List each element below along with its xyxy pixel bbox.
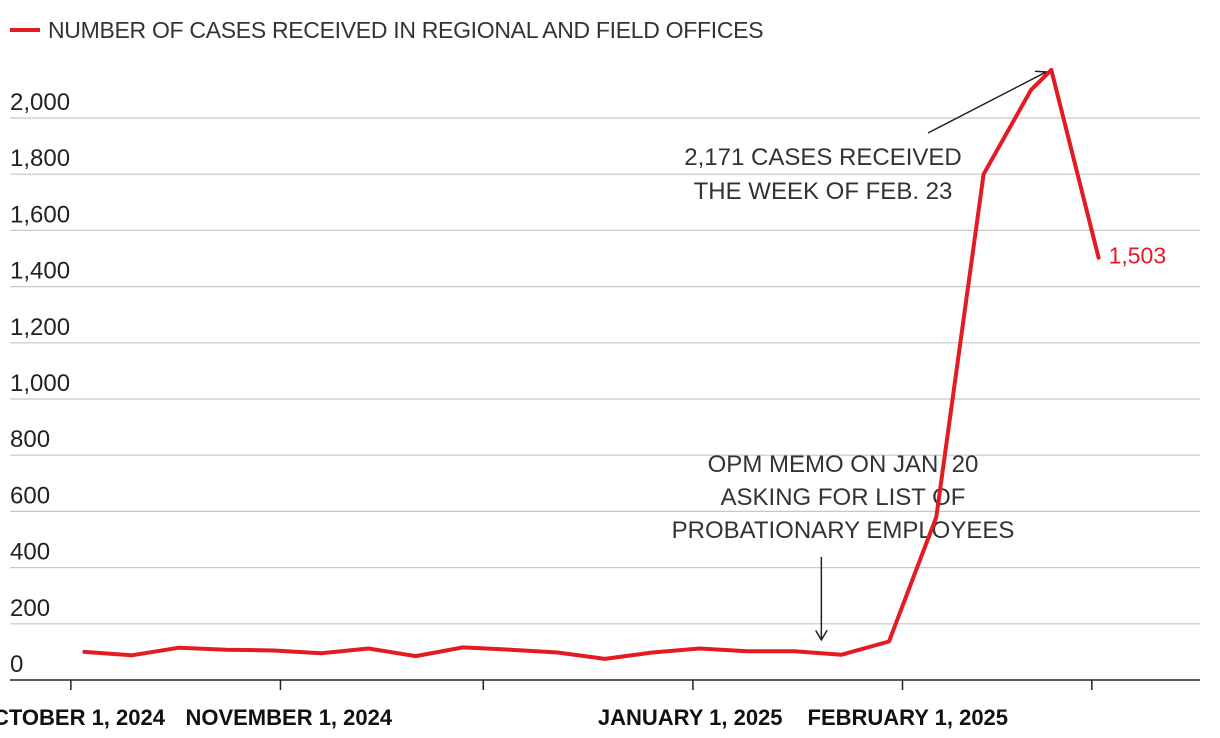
y-tick-label: 400: [10, 539, 50, 566]
x-axis-ticks: OCTOBER 1, 2024 NOVEMBER 1, 2024 JANUARY 1…: [0, 680, 1093, 730]
y-tick-label: 1,200: [10, 314, 70, 341]
peak-annotation-text: 2,171 CASES RECEIVED: [684, 144, 961, 171]
y-tick-label: 1,800: [10, 145, 70, 172]
series-line: [82, 67, 1101, 661]
x-tick-label: FEBRUARY 1, 2025: [808, 705, 1009, 730]
y-tick-label: 1,600: [10, 201, 70, 228]
x-tick-label: JANUARY 1, 2025: [598, 705, 783, 730]
y-tick-label: 0: [10, 651, 23, 678]
end-value-label: 1,503: [1109, 243, 1167, 269]
x-tick-label: OCTOBER 1, 2024: [0, 705, 166, 730]
legend-label: NUMBER OF CASES RECEIVED IN REGIONAL AND…: [48, 17, 763, 43]
y-tick-label: 1,000: [10, 370, 70, 397]
memo-annotation-text: OPM MEMO ON JAN. 20: [708, 451, 979, 478]
memo-annotation-text: ASKING FOR LIST OF: [721, 484, 966, 511]
x-tick-label: NOVEMBER 1, 2024: [185, 705, 392, 730]
y-tick-label: 1,400: [10, 258, 70, 285]
series: [82, 67, 1101, 661]
memo-annotation-text: PROBATIONARY EMPLOYEES: [672, 517, 1015, 544]
y-tick-label: 200: [10, 595, 50, 622]
peak-annotation-text: THE WEEK OF FEB. 23: [694, 178, 953, 205]
y-tick-label: 2,000: [10, 89, 70, 116]
peak-annotation-arrow: [927, 72, 1046, 134]
y-tick-label: 800: [10, 426, 50, 453]
gridlines: [10, 117, 1200, 625]
legend: NUMBER OF CASES RECEIVED IN REGIONAL AND…: [10, 17, 764, 43]
y-axis-ticks: 0 200 400 600 800 1,000 1,200 1,400 1,600 1,800 2,…: [10, 89, 70, 678]
annotations: 2,171 CASES RECEIVED THE WEEK OF FEB. 23 O…: [672, 72, 1047, 640]
y-tick-label: 600: [10, 482, 50, 509]
